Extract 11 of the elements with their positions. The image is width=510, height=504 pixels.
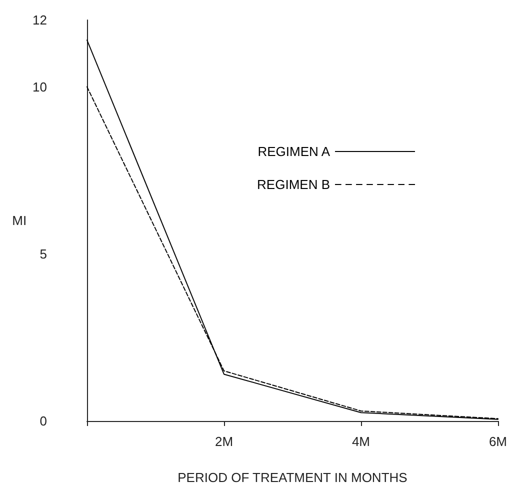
x-tick-label: 4M bbox=[352, 434, 370, 449]
y-tick-label: 12 bbox=[32, 12, 47, 28]
x-tick-label: 2M bbox=[214, 434, 234, 449]
x-tick-label: 6M bbox=[488, 434, 507, 449]
y-tick-label: 0 bbox=[40, 414, 47, 428]
legend-label: REGIMEN B bbox=[257, 177, 330, 192]
y-tick-label: 5 bbox=[40, 246, 47, 262]
x-axis-title: PERIOD OF TREATMENT IN MONTHS bbox=[178, 470, 408, 485]
legend-label: REGIMEN A bbox=[258, 144, 330, 159]
y-axis-title: MI bbox=[12, 213, 27, 228]
y-tick-label: 10 bbox=[32, 79, 47, 94]
